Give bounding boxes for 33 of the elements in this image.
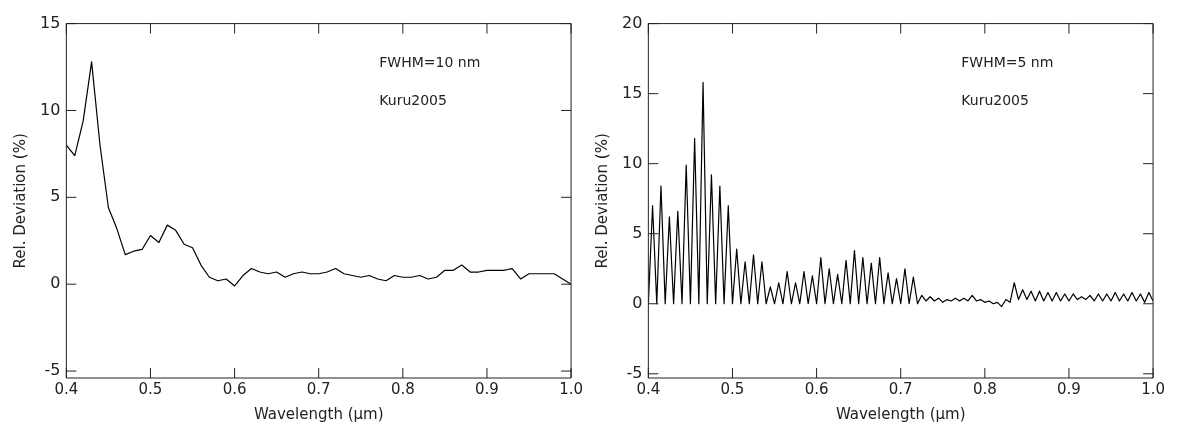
annotation: FWHM=10 nm [379, 54, 481, 71]
y-tick-label: 15 [40, 12, 61, 32]
x-tick-label: 0.8 [390, 379, 415, 398]
annotation: Kuru2005 [961, 92, 1029, 109]
y-tick-label: 5 [50, 186, 61, 206]
y-tick-label: 10 [40, 99, 61, 119]
x-tick-label: 0.7 [306, 379, 331, 398]
x-tick-label: 0.7 [888, 379, 913, 398]
y-tick-label: 5 [632, 222, 643, 242]
annotation: FWHM=5 nm [961, 54, 1054, 71]
x-tick-label: 0.8 [972, 379, 997, 398]
y-axis-title: Rel. Deviation (%) [592, 133, 611, 269]
x-axis-title: Wavelength (μm) [835, 404, 966, 423]
annotation: Kuru2005 [379, 92, 447, 109]
x-tick-label: 0.5 [720, 379, 745, 398]
x-tick-label: 1.0 [1141, 379, 1165, 398]
x-axis-title: Wavelength (μm) [253, 404, 384, 423]
y-tick-label: 15 [622, 82, 643, 102]
x-tick-label: 0.6 [804, 379, 829, 398]
y-axis-title: Rel. Deviation (%) [10, 133, 29, 269]
x-tick-label: 1.0 [559, 379, 583, 398]
y-tick-label: -5 [44, 360, 61, 380]
x-tick-label: 0.4 [636, 379, 661, 398]
x-tick-label: 0.9 [475, 379, 499, 398]
x-tick-label: 0.5 [138, 379, 163, 398]
x-tick-label: 0.9 [1057, 379, 1081, 398]
y-tick-label: -5 [626, 362, 643, 382]
y-tick-label: 0 [50, 273, 61, 293]
y-tick-label: 0 [632, 292, 643, 312]
x-tick-label: 0.6 [222, 379, 247, 398]
x-tick-label: 0.4 [54, 379, 79, 398]
y-tick-label: 20 [622, 12, 643, 32]
y-tick-label: 10 [622, 152, 643, 172]
